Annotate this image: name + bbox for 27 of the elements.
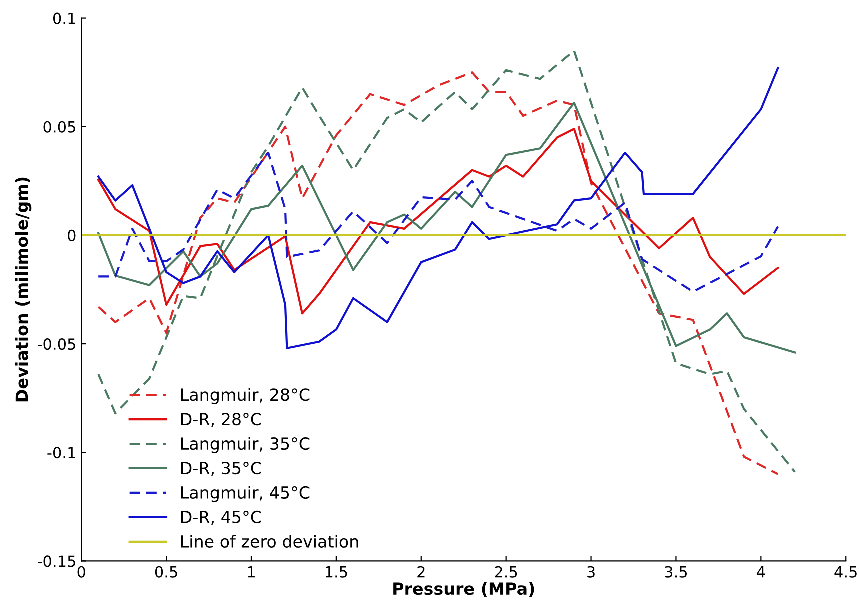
x-tick-label: 4.5 [834,566,857,578]
line-series [98,128,780,315]
legend-label: Line of zero deviation [181,535,358,548]
y-tick-label: 0 [68,230,76,242]
x-tick-label: 3.5 [665,566,688,578]
y-tick-label: -0.15 [38,556,76,568]
legend-label: Langmuir, 45°C [181,486,310,502]
legend-label: Langmuir, 28°C [181,388,310,404]
x-tick-label: 4 [757,566,766,578]
x-tick-label: 0.5 [155,566,178,578]
x-tick-label: 3 [588,566,595,578]
legend-label: D-R, 35°C [181,462,262,476]
x-tick-label: 0 [78,566,86,578]
x-axis-title: Pressure (MPa) [394,582,534,598]
legend-label: Langmuir, 35°C [181,437,310,454]
legend-label: D-R, 45°C [181,510,262,526]
y-tick-label: -0.1 [48,447,76,459]
x-tick-label: 1.5 [326,566,348,578]
y-tick-label: -0.05 [38,338,76,350]
legend-label: D-R, 28°C [181,413,262,428]
y-axis-title: Deviation (milimole/gm) [15,178,32,402]
line-series [98,67,780,350]
x-tick-label: 2 [418,566,425,578]
x-tick-label: 2.5 [495,566,518,578]
x-tick-label: 1 [248,566,255,578]
y-tick-label: 0.1 [53,12,76,24]
y-tick-label: 0.05 [44,121,76,133]
